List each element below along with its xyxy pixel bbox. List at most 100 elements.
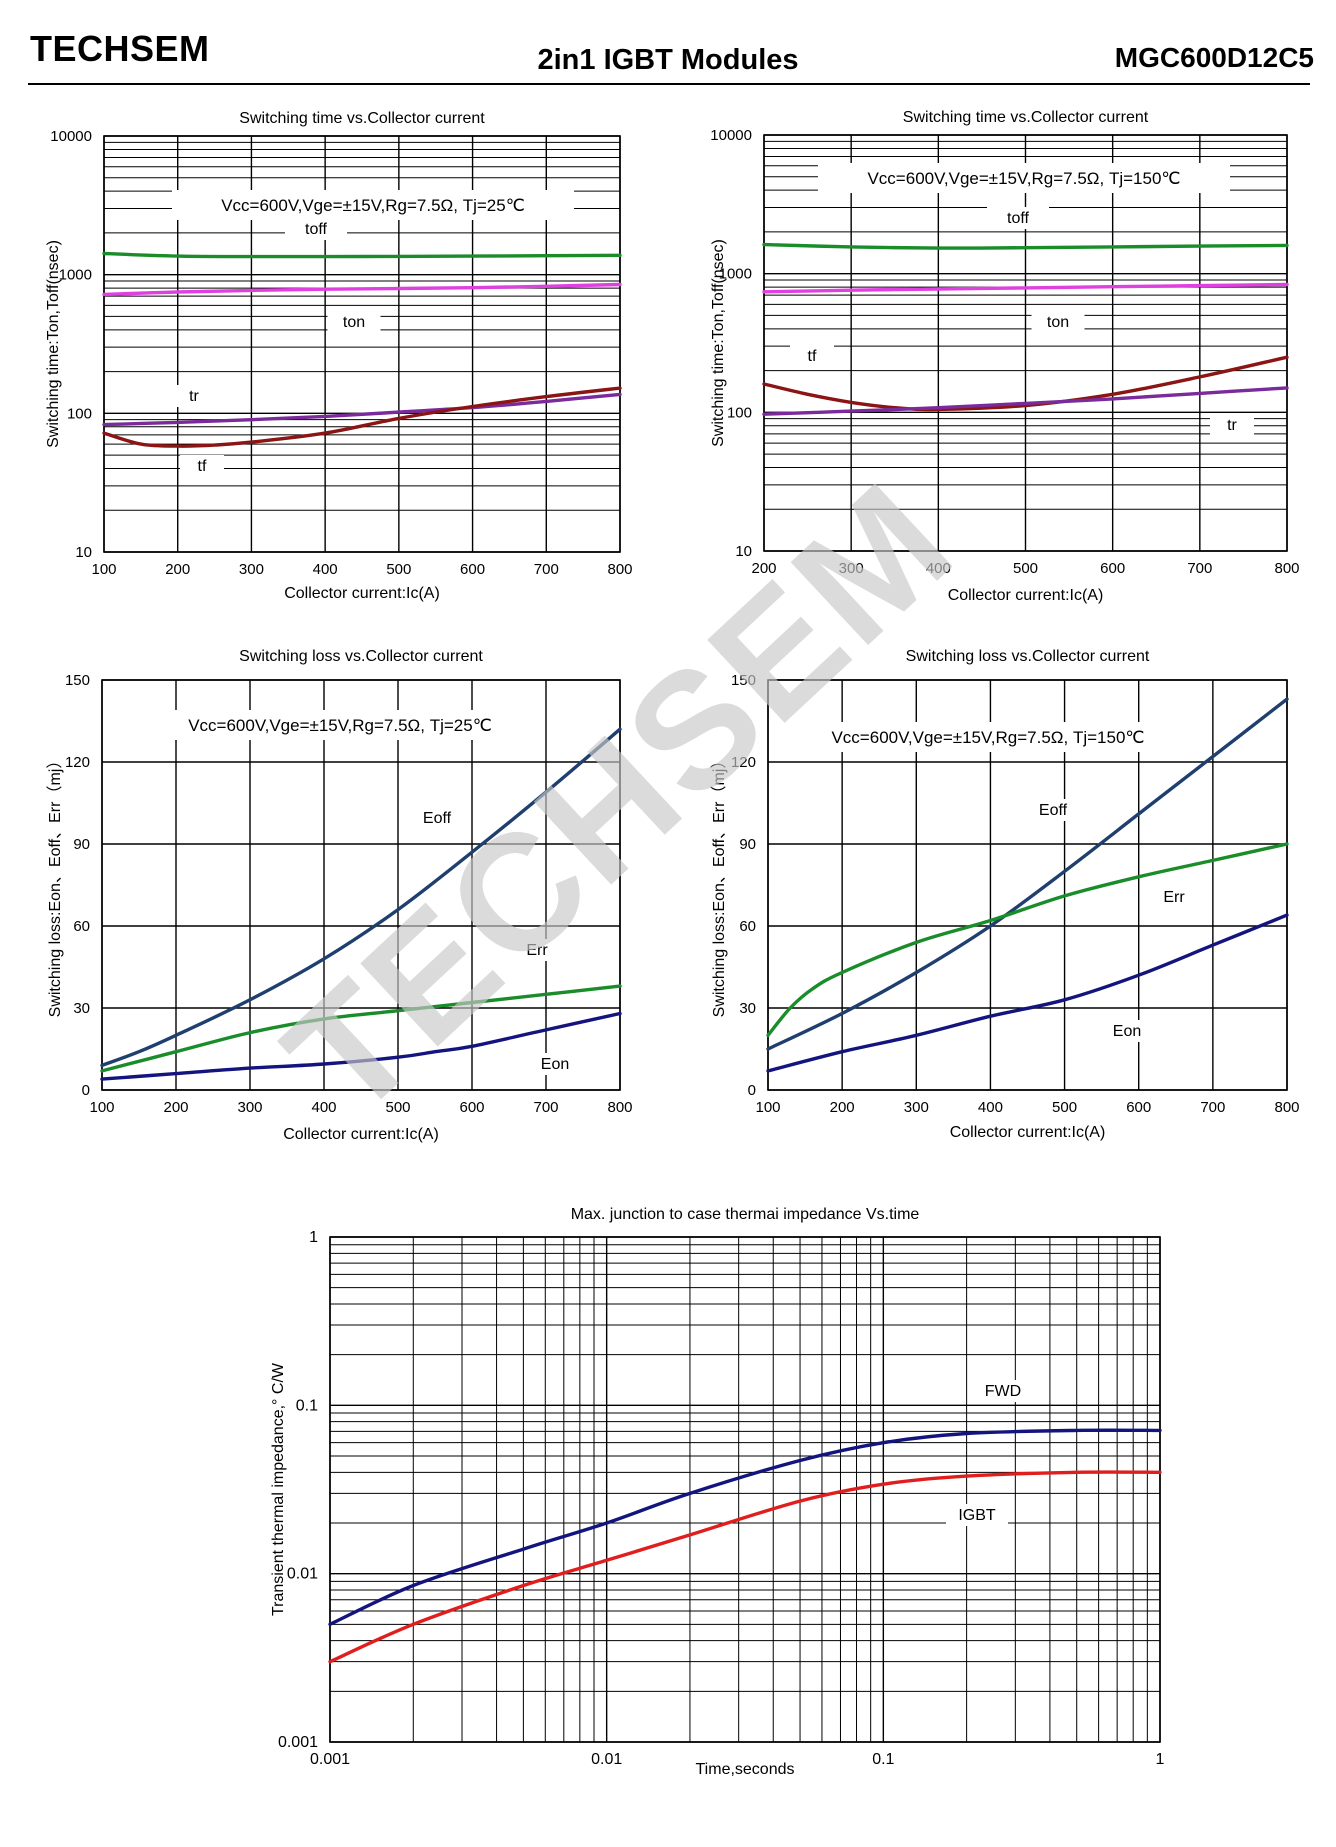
series-line-ton bbox=[762, 282, 1289, 294]
series-label-tf: tf bbox=[808, 348, 817, 365]
header-divider bbox=[28, 83, 1310, 85]
x-tick-label: 700 bbox=[1200, 1099, 1225, 1116]
x-tick-label: 300 bbox=[237, 1099, 262, 1116]
series-line-err bbox=[100, 984, 622, 1073]
chart-title: Switching time vs.Collector current bbox=[903, 109, 1149, 126]
y-tick-label: 150 bbox=[731, 672, 756, 689]
y-tick-label: 120 bbox=[731, 754, 756, 771]
x-tick-label: 800 bbox=[607, 561, 632, 578]
series-label-toff: toff bbox=[305, 221, 328, 238]
x-tick-label: 0.001 bbox=[310, 1751, 350, 1768]
y-tick-label: 30 bbox=[73, 1000, 90, 1017]
part-number: MGC600D12C5 bbox=[1114, 42, 1314, 73]
series-line-err bbox=[766, 842, 1289, 1037]
series-label-eoff: Eoff bbox=[423, 810, 452, 827]
grid bbox=[329, 1236, 1161, 1743]
x-tick-label: 100 bbox=[91, 561, 116, 578]
x-tick-label: 0.01 bbox=[591, 1751, 622, 1768]
tick-labels: 100 200 300 400 500 600 700 800 0 30 60 90 120 150 bbox=[65, 672, 633, 1116]
x-axis-label: Collector current:Ic(A) bbox=[948, 587, 1104, 604]
series-label-background bbox=[946, 1504, 1008, 1526]
x-tick-label: 500 bbox=[386, 561, 411, 578]
x-tick-label: 400 bbox=[978, 1099, 1003, 1116]
x-tick-label: 700 bbox=[533, 1099, 558, 1116]
y-tick-label: 1 bbox=[309, 1229, 318, 1246]
series-line-toff bbox=[762, 242, 1289, 250]
y-tick-label: 90 bbox=[739, 836, 756, 853]
test-conditions: Vcc=600V,Vge=±15V,Rg=7.5Ω, Tj=25℃ bbox=[221, 196, 525, 215]
series-label-igbt: IGBT bbox=[958, 1507, 996, 1524]
x-tick-label: 1 bbox=[1156, 1751, 1165, 1768]
annotation-background bbox=[798, 722, 1178, 752]
x-tick-label: 800 bbox=[1274, 560, 1299, 577]
x-tick-label: 700 bbox=[534, 561, 559, 578]
x-tick-label: 800 bbox=[607, 1099, 632, 1116]
test-conditions: Vcc=600V,Vge=±15V,Rg=7.5Ω, Tj=150℃ bbox=[831, 728, 1144, 747]
y-tick-label: 60 bbox=[739, 918, 756, 935]
x-tick-label: 500 bbox=[1052, 1099, 1077, 1116]
y-tick-label: 10 bbox=[75, 544, 92, 561]
plot-frame bbox=[101, 679, 621, 1091]
x-tick-label: 500 bbox=[1013, 560, 1038, 577]
x-tick-label: 600 bbox=[460, 561, 485, 578]
x-tick-label: 0.1 bbox=[872, 1751, 894, 1768]
y-tick-label: 0.1 bbox=[296, 1397, 318, 1414]
plot-frame bbox=[103, 135, 621, 553]
tick-labels: 100 200 300 400 500 600 700 800 0 30 60 90 120 150 bbox=[731, 672, 1300, 1116]
y-axis-label: Switching loss:Eon、Eoff、Err（mj） bbox=[46, 753, 64, 1018]
series-label-background bbox=[1210, 414, 1254, 436]
series-label-background bbox=[285, 218, 347, 240]
y-axis-label: Switching time:Ton,Toff(nsec) bbox=[45, 240, 62, 448]
series-line-tf bbox=[102, 386, 622, 448]
y-tick-label: 0.01 bbox=[287, 1566, 318, 1583]
y-axis-label: Switching loss:Eon、Eoff、Err（mj） bbox=[710, 753, 728, 1018]
x-tick-label: 600 bbox=[1126, 1099, 1151, 1116]
x-tick-label: 400 bbox=[313, 561, 338, 578]
series-line-fwd bbox=[328, 1428, 1162, 1626]
series-label-tr: tr bbox=[1227, 417, 1237, 434]
series-line-tr bbox=[102, 392, 622, 427]
x-tick-label: 300 bbox=[239, 561, 264, 578]
y-tick-label: 150 bbox=[65, 672, 90, 689]
y-tick-label: 120 bbox=[65, 754, 90, 771]
plot-frame bbox=[763, 134, 1288, 552]
y-tick-label: 30 bbox=[739, 1000, 756, 1017]
series-label-background bbox=[790, 345, 834, 367]
x-tick-label: 400 bbox=[926, 560, 951, 577]
series-line-eoff bbox=[100, 727, 622, 1068]
y-tick-label: 100 bbox=[67, 405, 92, 422]
series-line-tr bbox=[762, 386, 1289, 416]
y-tick-label: 100 bbox=[727, 404, 752, 421]
y-tick-label: 0.001 bbox=[278, 1734, 318, 1751]
chart-title: Switching time vs.Collector current bbox=[239, 110, 485, 127]
x-axis-label: Collector current:Ic(A) bbox=[284, 585, 440, 602]
x-tick-label: 700 bbox=[1187, 560, 1212, 577]
x-axis-label: Collector current:Ic(A) bbox=[950, 1124, 1106, 1141]
annotation-background bbox=[150, 710, 530, 740]
series-line-eon bbox=[766, 913, 1289, 1073]
series-label-ton: ton bbox=[1047, 314, 1069, 331]
test-conditions: Vcc=600V,Vge=±15V,Rg=7.5Ω, Tj=25℃ bbox=[188, 716, 492, 735]
series-label-background bbox=[1022, 799, 1084, 821]
series-label-background bbox=[528, 1053, 582, 1075]
series-line-eon bbox=[100, 1011, 622, 1081]
series-label-err: Err bbox=[1163, 889, 1185, 906]
x-tick-label: 600 bbox=[1100, 560, 1125, 577]
y-tick-label: 10000 bbox=[710, 127, 752, 144]
series-label-fwd: FWD bbox=[985, 1383, 1021, 1400]
annotation-background bbox=[172, 190, 574, 220]
y-tick-label: 10000 bbox=[50, 128, 92, 145]
series-label-background bbox=[976, 1380, 1030, 1402]
series-label-background bbox=[172, 385, 216, 407]
series-label-background bbox=[180, 455, 224, 477]
series-line-toff bbox=[102, 251, 622, 259]
brand-logo-text: TECHSEM bbox=[30, 28, 210, 69]
series-label-err: Err bbox=[526, 942, 548, 959]
x-axis-label: Time,seconds bbox=[696, 1761, 795, 1778]
test-conditions: Vcc=600V,Vge=±15V,Rg=7.5Ω, Tj=150℃ bbox=[867, 169, 1180, 188]
series-label-background bbox=[406, 807, 468, 829]
